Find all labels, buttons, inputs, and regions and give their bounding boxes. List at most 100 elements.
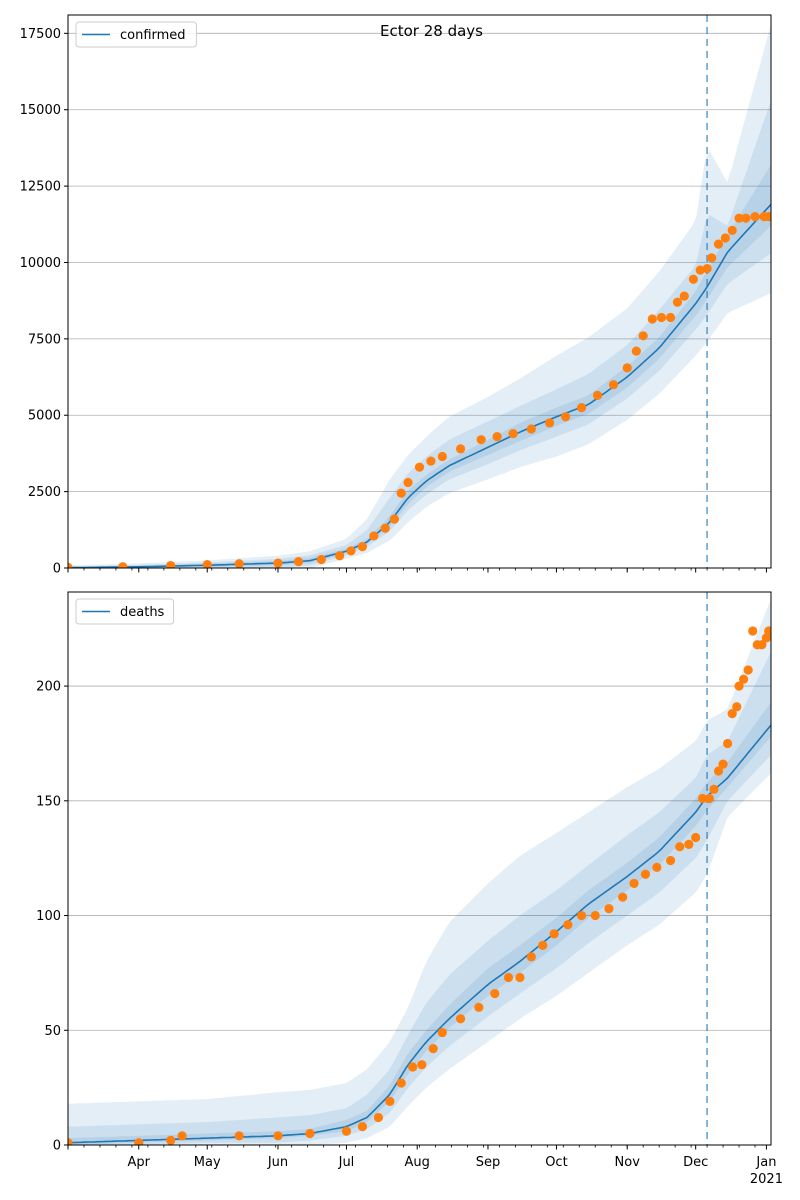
legend: confirmed (75, 21, 197, 48)
y-tick-label: 15000 (20, 103, 61, 118)
observed-point (629, 878, 639, 889)
observed-point (293, 556, 304, 567)
observed-point (640, 869, 651, 879)
x-tick-year-label: 2021 (750, 1172, 783, 1187)
x-tick-label: Apr (128, 1155, 151, 1170)
observed-point (414, 462, 425, 472)
x-tick-label: Oct (545, 1155, 567, 1170)
y-tick-label: 100 (36, 909, 61, 924)
observed-point (389, 514, 399, 524)
y-tick-label: 0 (53, 1139, 61, 1154)
x-tick-label: Dec (683, 1155, 708, 1170)
observed-point (166, 560, 176, 568)
observed-point (764, 212, 771, 222)
observed-point (437, 1027, 447, 1038)
observed-point (305, 1128, 315, 1139)
x-tick-label: Nov (615, 1155, 641, 1170)
observed-point (718, 759, 728, 769)
observed-point (697, 793, 708, 804)
legend: deaths (75, 598, 175, 625)
observed-point (695, 265, 705, 275)
plot-content (68, 15, 771, 568)
observed-point (665, 855, 676, 866)
observed-point (727, 225, 737, 235)
observed-point (709, 784, 719, 794)
observed-point (508, 428, 518, 439)
observed-point (273, 558, 283, 568)
observed-point (684, 839, 694, 850)
observed-point (357, 542, 368, 552)
observed-point (707, 253, 717, 263)
observed-point (68, 562, 73, 568)
observed-point (727, 709, 737, 719)
observed-point (476, 435, 486, 445)
x-tick-label: May (194, 1155, 221, 1170)
observed-point (335, 551, 345, 561)
observed-point (455, 444, 466, 454)
legend-label: deaths (120, 605, 165, 620)
observed-point (757, 640, 767, 650)
observed-point (417, 1060, 427, 1070)
confidence-band-95 (68, 24, 771, 568)
observed-point (492, 432, 502, 442)
observed-point (743, 665, 753, 675)
observed-point (750, 212, 760, 222)
legend-box (75, 21, 197, 48)
observed-point (713, 239, 724, 249)
observed-point (576, 402, 587, 413)
y-tick-label: 17500 (20, 27, 61, 42)
observed-point (403, 477, 413, 488)
confidence-band-50 (68, 702, 771, 1145)
observed-point (369, 531, 379, 541)
observed-point (622, 363, 632, 373)
observed-point (560, 412, 571, 422)
observed-point (590, 910, 600, 921)
observed-point (380, 523, 390, 533)
observed-point (618, 892, 628, 902)
observed-point (202, 560, 212, 568)
observed-point (134, 1138, 144, 1145)
observed-point (656, 312, 667, 323)
observed-point (455, 1014, 466, 1024)
observed-point (396, 1078, 406, 1088)
observed-point (346, 546, 356, 556)
x-tick-label: Jan (755, 1155, 776, 1170)
observed-point (679, 291, 689, 301)
observed-point (592, 390, 603, 400)
y-tick-label: 10000 (20, 256, 61, 271)
observed-point (341, 1126, 352, 1136)
observed-point (538, 940, 548, 950)
x-tick-label: Jul (338, 1155, 355, 1170)
observed-point (631, 346, 641, 356)
y-tick-label: 50 (44, 1024, 61, 1039)
confidence-band-80 (68, 651, 771, 1145)
observed-point (437, 451, 447, 462)
observed-point (474, 1002, 484, 1012)
observed-point (604, 904, 614, 914)
observed-point (503, 972, 514, 983)
y-tick-label: 0 (53, 562, 61, 577)
confidence-band-95 (68, 598, 771, 1145)
plot-content (68, 592, 771, 1145)
observed-point (166, 1135, 176, 1145)
observed-point (691, 832, 701, 843)
observed-point (234, 559, 244, 568)
observed-point (702, 263, 712, 274)
y-tick-label: 150 (36, 794, 61, 809)
observed-point (373, 1112, 384, 1123)
observed-point (515, 972, 525, 983)
legend-box (75, 598, 175, 625)
chart-title: Ector 28 days (380, 22, 483, 40)
y-tick-label: 2500 (28, 485, 61, 500)
deaths-panel: 0 50 100 150 200 Apr May Jun Jul Aug Sep Oct Nov Dec J… (36, 591, 783, 1187)
observed-point (748, 626, 758, 636)
observed-point (652, 862, 662, 872)
observed-point (734, 681, 744, 691)
observed-point (647, 314, 657, 324)
confidence-band-80 (68, 100, 771, 568)
observed-point (396, 488, 406, 498)
observed-point (675, 842, 685, 852)
observed-point (68, 1138, 73, 1145)
observed-point (732, 702, 742, 712)
